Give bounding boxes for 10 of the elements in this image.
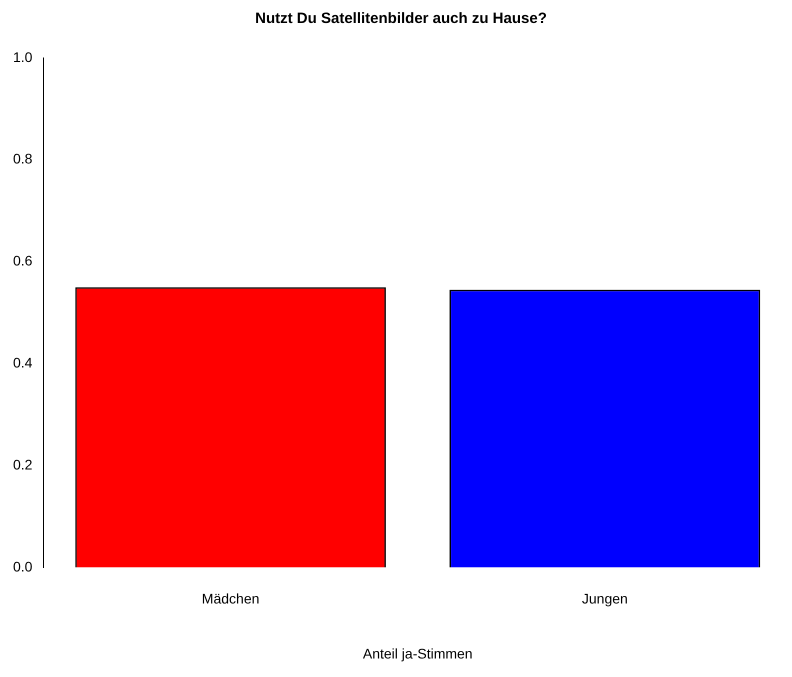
y-tick-label: 0.4: [12, 354, 33, 370]
y-tick-label: 0.6: [12, 252, 33, 269]
y-tick-label: 0.0: [12, 558, 33, 574]
y-tick-label: 0.8: [12, 150, 33, 167]
x-tick-label: Jungen: [582, 590, 628, 607]
x-axis-title: Anteil ja-Stimmen: [362, 645, 473, 662]
x-tick-label: Mädchen: [202, 590, 260, 607]
y-tick-label: 0.2: [12, 456, 33, 472]
chart-title: Nutzt Du Satellitenbilder auch zu Hause?: [255, 10, 547, 28]
y-tick-label: 1.0: [12, 48, 33, 65]
